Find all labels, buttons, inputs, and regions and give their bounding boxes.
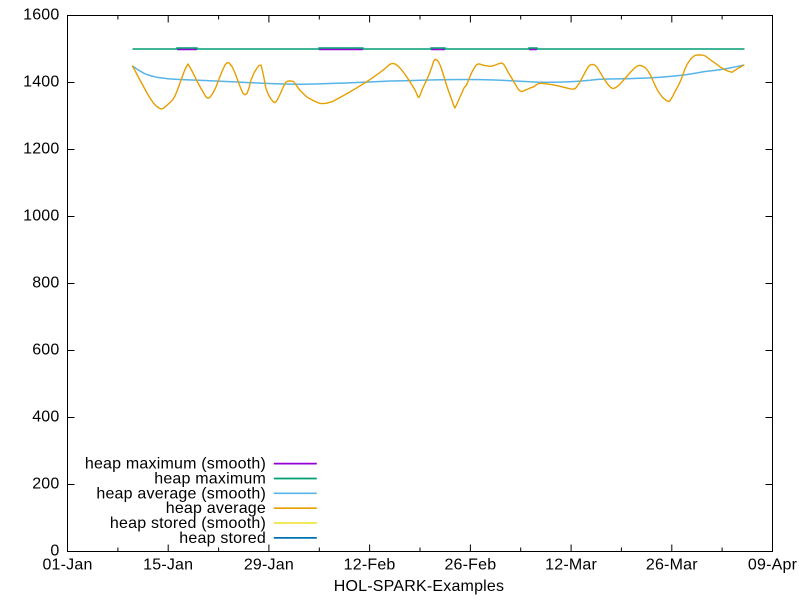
svg-text:01-Jan: 01-Jan: [42, 557, 92, 574]
svg-text:400: 400: [32, 409, 59, 426]
svg-text:1400: 1400: [23, 74, 59, 91]
svg-text:heap maximum (smooth): heap maximum (smooth): [85, 456, 266, 473]
svg-text:09-Apr: 09-Apr: [748, 557, 798, 574]
svg-text:heap stored: heap stored: [179, 530, 266, 547]
svg-text:12-Feb: 12-Feb: [344, 557, 396, 574]
svg-text:1200: 1200: [23, 141, 59, 158]
svg-text:1600: 1600: [23, 7, 59, 24]
svg-text:26-Feb: 26-Feb: [444, 557, 496, 574]
svg-text:800: 800: [32, 275, 59, 292]
svg-text:heap stored (smooth): heap stored (smooth): [110, 515, 266, 532]
svg-text:heap maximum: heap maximum: [154, 471, 266, 488]
svg-text:600: 600: [32, 342, 59, 359]
svg-text:200: 200: [32, 476, 59, 493]
svg-text:HOL-SPARK-Examples: HOL-SPARK-Examples: [334, 578, 504, 595]
svg-text:heap average (smooth): heap average (smooth): [96, 485, 266, 502]
svg-text:heap average: heap average: [166, 500, 266, 517]
svg-text:29-Jan: 29-Jan: [244, 557, 294, 574]
svg-text:12-Mar: 12-Mar: [545, 557, 597, 574]
svg-text:26-Mar: 26-Mar: [646, 557, 698, 574]
svg-text:0: 0: [50, 543, 59, 560]
svg-text:15-Jan: 15-Jan: [143, 557, 193, 574]
svg-text:1000: 1000: [23, 208, 59, 225]
